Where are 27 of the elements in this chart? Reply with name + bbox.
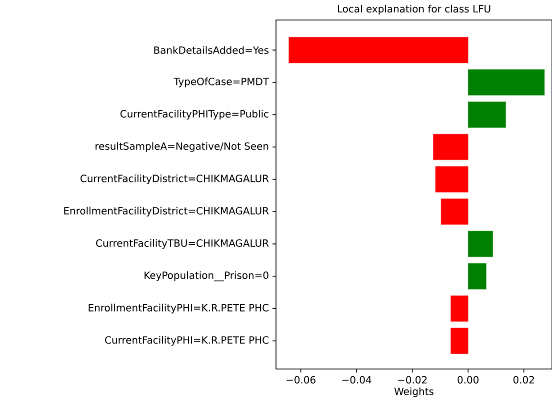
bar (288, 36, 468, 64)
bar (468, 69, 545, 96)
x-tick-label: −0.06 (286, 376, 316, 384)
x-tick-label: −0.02 (398, 376, 427, 384)
y-tick-label: resultSampleA=Negative/Not Seen (96, 142, 268, 152)
bar (450, 295, 468, 322)
bar (450, 328, 468, 354)
y-tick-label: KeyPopulation__Prison=0 (144, 271, 268, 282)
y-tick-label: CurrentFacilityPHI=K.R.PETE PHC (105, 336, 268, 346)
x-axis-title: Weights (394, 387, 434, 398)
y-tick-label: CurrentFacilityDistrict=CHIKMAGALUR (80, 174, 269, 184)
x-tick-label: −0.04 (342, 376, 372, 384)
y-tick-label: EnrollmentFacilityDistrict=CHIKMAGALUR (64, 206, 269, 216)
y-tick-label: CurrentFacilityTBU=CHIKMAGALUR (96, 239, 269, 249)
bar (435, 166, 468, 192)
y-tick-label: TypeOfCase=PMDT (174, 78, 270, 88)
bar (468, 230, 494, 258)
chart-title: Local explanation for class LFU (338, 4, 490, 14)
y-tick-label: EnrollmentFacilityPHI=K.R.PETE PHC (88, 304, 268, 314)
bar (468, 102, 506, 128)
bar (440, 198, 468, 225)
x-tick-label: 0.00 (458, 376, 479, 384)
y-tick-label: BankDetailsAdded=Yes (154, 46, 269, 54)
bar (433, 134, 468, 160)
x-tick-label: 0.02 (513, 376, 534, 384)
y-tick-label: CurrentFacilityPHIType=Public (120, 110, 268, 120)
bar (468, 263, 486, 290)
